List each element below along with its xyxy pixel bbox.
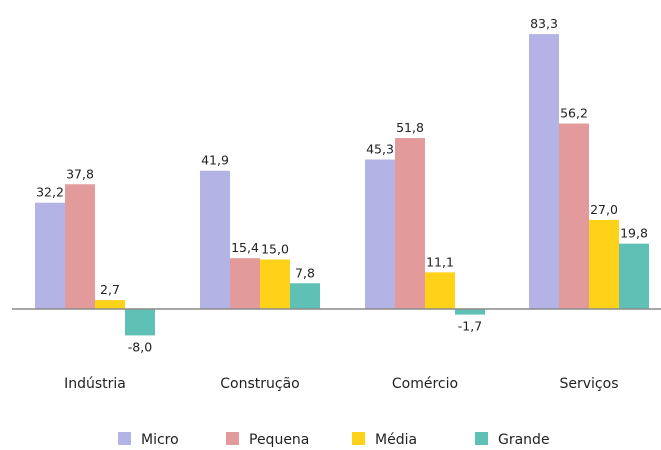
- value-label-servicos-pequena: 56,2: [560, 106, 588, 121]
- legend-swatch-grande: [475, 432, 488, 445]
- bar-comercio-media: [425, 272, 455, 309]
- bar-servicos-grande: [619, 243, 649, 309]
- value-label-industria-pequena: 37,8: [66, 166, 94, 181]
- category-label-industria: Indústria: [64, 376, 126, 392]
- legend-label-media: Média: [375, 432, 417, 448]
- value-label-servicos-micro: 83,3: [530, 16, 558, 31]
- value-label-servicos-media: 27,0: [590, 202, 618, 217]
- legend-label-micro: Micro: [141, 432, 179, 448]
- legend-swatch-media: [352, 432, 365, 445]
- value-label-industria-grande: -8,0: [128, 339, 152, 354]
- category-label-comercio: Comércio: [392, 376, 458, 392]
- legend-item-media: Média: [352, 432, 417, 448]
- value-label-construcao-micro: 41,9: [201, 153, 229, 168]
- value-label-construcao-pequena: 15,4: [231, 240, 259, 255]
- value-label-construcao-grande: 7,8: [295, 265, 315, 280]
- value-label-comercio-grande: -1,7: [458, 319, 482, 334]
- category-label-servicos: Serviços: [560, 376, 619, 392]
- bar-industria-media: [95, 300, 125, 309]
- bar-construcao-micro: [200, 170, 230, 309]
- value-label-industria-media: 2,7: [100, 282, 120, 297]
- bar-construcao-media: [260, 259, 290, 309]
- bar-comercio-pequena: [395, 138, 425, 309]
- value-label-construcao-media: 15,0: [261, 242, 289, 257]
- bar-comercio-grande: [455, 309, 485, 315]
- legend-item-micro: Micro: [118, 432, 179, 448]
- legend-label-pequena: Pequena: [249, 432, 309, 448]
- bar-servicos-micro: [529, 34, 559, 310]
- bar-industria-micro: [35, 202, 65, 309]
- bar-construcao-grande: [290, 283, 320, 309]
- value-label-comercio-pequena: 51,8: [396, 120, 424, 135]
- bar-construcao-pequena: [230, 258, 260, 309]
- legend-item-pequena: Pequena: [226, 432, 309, 448]
- bar-servicos-media: [589, 219, 619, 309]
- bar-comercio-micro: [365, 159, 395, 309]
- legend-item-grande: Grande: [475, 432, 550, 448]
- bars-layer: [35, 34, 649, 336]
- value-label-industria-micro: 32,2: [36, 185, 64, 200]
- legend-swatch-micro: [118, 432, 131, 445]
- value-labels-layer: 32,237,8 2,7 -8,0 41,9 15,4 15,0 7,8 45,351,8 11…: [36, 16, 648, 354]
- bar-servicos-pequena: [559, 123, 589, 309]
- bar-industria-pequena: [65, 184, 95, 309]
- legend-label-grande: Grande: [498, 432, 550, 448]
- bar-industria-grande: [125, 309, 155, 336]
- legend-swatch-pequena: [226, 432, 239, 445]
- value-label-comercio-micro: 45,3: [366, 142, 394, 157]
- value-label-servicos-grande: 19,8: [620, 226, 648, 241]
- value-label-comercio-media: 11,1: [426, 254, 454, 269]
- category-labels-layer: Indústria Construção Comércio Serviços: [64, 376, 618, 392]
- category-label-construcao: Construção: [220, 376, 299, 392]
- legend: Micro Pequena Média Grande: [118, 432, 550, 448]
